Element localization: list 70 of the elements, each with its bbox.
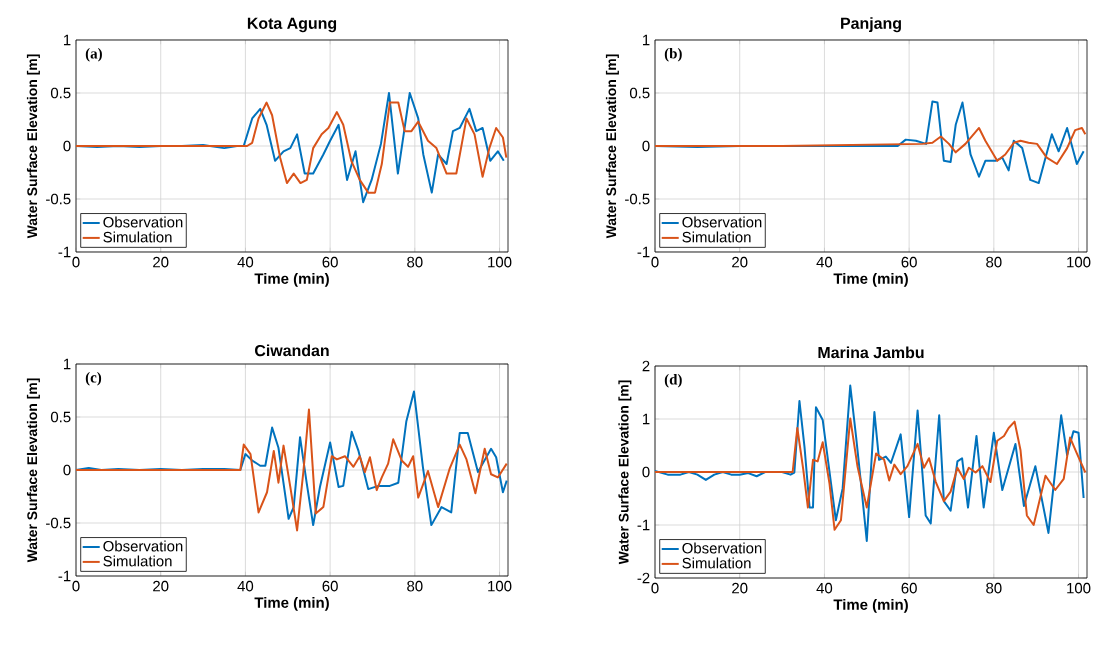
x-tick-label: 0 (72, 256, 80, 268)
y-axis-title: Water Surface Elevation [m] (26, 378, 40, 563)
x-tick-label: 80 (407, 580, 423, 592)
y-tick-label: 1 (63, 34, 71, 46)
x-axis-title: Time (min) (254, 272, 329, 287)
y-tick-label: 1 (63, 358, 71, 370)
y-tick-label: 0.5 (629, 87, 650, 99)
x-tick-label: 60 (901, 582, 917, 594)
x-tick-label: 60 (901, 256, 917, 268)
y-tick-label: 0.5 (50, 411, 71, 423)
x-tick-label: 0 (651, 256, 659, 268)
x-tick-label: 100 (1067, 582, 1091, 594)
y-tick-label: 0 (63, 464, 71, 476)
x-tick-label: 80 (407, 256, 423, 268)
chart-title: Kota Agung (247, 17, 337, 33)
x-tick-label: 40 (816, 256, 833, 268)
x-tick-label: 80 (986, 256, 1002, 268)
y-tick-label: -1 (637, 246, 650, 258)
y-tick-label: -0.5 (625, 193, 650, 205)
legend-label: Observation (682, 542, 762, 554)
x-tick-label: 60 (322, 256, 338, 268)
x-axis-title: Time (min) (833, 272, 908, 287)
y-tick-label: 0.5 (50, 87, 71, 99)
y-tick-label: 0 (642, 140, 650, 152)
legend-label: Simulation (682, 231, 751, 243)
chart-title: Panjang (841, 17, 901, 33)
line-series (655, 126, 1087, 166)
y-tick-label: 2 (642, 360, 650, 372)
y-tick-label: 0 (642, 466, 650, 478)
x-axis-title: Time (min) (833, 598, 908, 613)
x-tick-label: 0 (651, 582, 659, 594)
y-tick-label: 1 (642, 413, 650, 425)
y-axis-title: Water Surface Elevation [m] (605, 54, 619, 239)
x-tick-label: 40 (816, 582, 833, 594)
x-tick-label: 80 (986, 582, 1002, 594)
x-tick-label: 60 (322, 580, 338, 592)
y-tick-label: -1 (637, 519, 650, 531)
y-tick-label: -1 (58, 246, 71, 258)
x-tick-label: 20 (153, 256, 169, 268)
x-axis-title: Time (min) (254, 596, 329, 611)
legend-label: Observation (682, 216, 762, 228)
y-tick-label: 1 (642, 34, 650, 46)
annotation: (b) (664, 48, 682, 62)
chart-title: Marina Jambu (818, 346, 924, 359)
x-tick-label: 40 (237, 580, 254, 592)
x-tick-label: 100 (1067, 256, 1091, 268)
legend-label: Simulation (103, 231, 172, 243)
x-tick-label: 40 (237, 256, 254, 268)
y-tick-label: -2 (637, 572, 650, 584)
y-tick-label: -1 (58, 570, 71, 582)
chart-title: Ciwandan (255, 344, 329, 357)
legend-label: Simulation (682, 557, 751, 569)
annotation: (d) (664, 374, 682, 388)
legend-label: Observation (103, 540, 183, 552)
y-tick-label: -0.5 (46, 517, 71, 529)
x-tick-label: 0 (72, 580, 80, 592)
y-axis-title: Water Surface Elevation [m] (618, 380, 632, 565)
y-tick-label: 0 (63, 140, 71, 152)
x-tick-label: 100 (488, 256, 512, 268)
x-tick-label: 100 (488, 580, 512, 592)
x-tick-label: 20 (732, 582, 748, 594)
annotation: (a) (85, 48, 102, 62)
legend-label: Simulation (103, 555, 172, 567)
annotation: (c) (85, 372, 102, 386)
legend-label: Observation (103, 216, 183, 228)
x-tick-label: 20 (732, 256, 748, 268)
y-tick-label: -0.5 (46, 193, 71, 205)
x-tick-label: 20 (153, 580, 169, 592)
y-axis-title: Water Surface Elevation [m] (26, 54, 40, 239)
line-series (76, 390, 508, 527)
